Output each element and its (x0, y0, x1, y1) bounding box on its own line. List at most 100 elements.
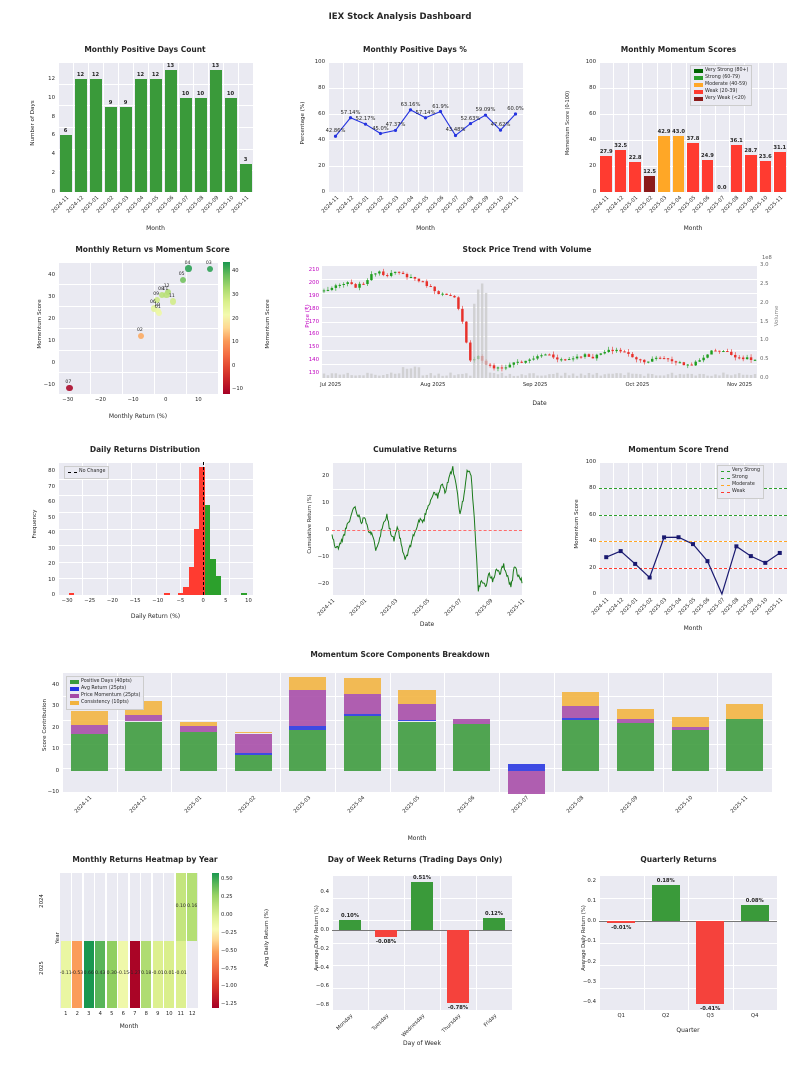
point-value-label: 52.63% (460, 115, 481, 122)
gridline-vertical (627, 462, 629, 594)
stacked-segment (343, 678, 381, 695)
legend-color-swatch (694, 83, 703, 88)
xlabel-positive-days-count: Month (146, 225, 165, 232)
x-axis-tick: Oct 2025 (625, 382, 650, 388)
y-axis-tick: 20 (52, 724, 59, 731)
histogram-bar (199, 466, 205, 595)
scatter-point-label: 11 (168, 293, 175, 299)
cumulative-return-line (331, 466, 523, 592)
heatmap-cell-empty (187, 940, 198, 1008)
y-axis-tick-price: 170 (308, 318, 319, 325)
y-axis-tick: 20 (48, 561, 55, 568)
y-axis-tick: 0.1 (587, 898, 596, 905)
bar (672, 136, 685, 192)
gridline-vertical (627, 62, 629, 192)
bar (651, 885, 680, 922)
point-value-label: 52.17% (355, 116, 376, 123)
legend-item-label: Positive Days (40pts) (81, 679, 132, 684)
gridline-vertical (131, 462, 133, 595)
gridline-vertical (498, 672, 500, 792)
x-axis-tick: 5 (110, 1011, 114, 1017)
gridline-vertical (73, 62, 74, 192)
heatmap-cell-empty (95, 873, 106, 941)
stacked-segment (726, 703, 764, 720)
gridline-vertical (218, 262, 219, 394)
scatter-point-label: 04 (184, 260, 191, 266)
plot-area-components (62, 672, 773, 794)
bar (643, 175, 656, 192)
stacked-segment (562, 706, 600, 718)
legend-item: Very Weak (<20) (694, 96, 748, 103)
stacked-segment (726, 719, 764, 771)
colorbar-tick: −0.75 (221, 965, 237, 972)
stacked-segment (507, 763, 545, 771)
momentum-trend-line (604, 535, 782, 596)
y-axis-tick: −0.8 (315, 1002, 329, 1009)
histogram-bar (164, 593, 170, 595)
threshold-line (599, 514, 787, 516)
x-axis-tick: −30 (62, 397, 74, 403)
legend-item: No Change (68, 469, 105, 476)
x-axis-tick: Sep 2025 (522, 382, 548, 388)
colorbar-label-return-vs-momentum: Momentum Score (265, 299, 271, 349)
colorbar-tick: −1.00 (221, 983, 237, 990)
gridline-vertical (613, 62, 615, 192)
bar-value-label: 12 (136, 71, 145, 78)
bar (687, 142, 699, 192)
plot-area-returns-distribution (58, 462, 254, 596)
bar-value-label: 13 (211, 62, 220, 69)
gridline-horizontal (322, 279, 757, 281)
bar (164, 69, 177, 192)
plot-area-positive-days-pct (328, 62, 524, 193)
gridline-vertical (787, 62, 788, 192)
volume-exponent-label: 1e8 (762, 255, 772, 261)
histogram-bar (241, 593, 247, 595)
ylabel-momentum-trend: Momentum Score (574, 499, 580, 549)
bar (658, 136, 670, 192)
y-axis-tick: 0.0 (320, 926, 329, 933)
y-axis-tick: 100 (314, 59, 325, 65)
gridline-vertical (662, 672, 664, 792)
heatmap-cell-label: -0.53 (71, 971, 84, 977)
gridline-vertical (133, 62, 134, 192)
legend-item: Consistency (10pts) (70, 700, 140, 707)
y-axis-tick: 2024 (39, 893, 45, 908)
scatter-point (154, 296, 161, 304)
scatter-point (185, 265, 192, 272)
x-axis-tick: 2 (75, 1011, 79, 1017)
heatmap-cell-label: 0.16 (187, 903, 198, 909)
heatmap-gridline (82, 873, 84, 1008)
xlabel-momentum-trend: Month (683, 625, 703, 632)
x-axis-tick: 7 (133, 1011, 137, 1017)
heatmap-cell-label: -1.27 (128, 971, 141, 977)
y-axis-tick: 10 (322, 499, 329, 506)
heatmap-cell-empty (164, 873, 175, 941)
point-value-label: 59.09% (475, 107, 496, 114)
x-axis-tick: 6 (121, 1011, 125, 1017)
stacked-segment (453, 718, 491, 725)
gridline-vertical (82, 462, 84, 595)
xlabel-returns-distribution: Daily Return (%) (130, 613, 181, 620)
bar-value-label: 12.5 (643, 168, 657, 175)
x-axis-tick: 2024-12 (128, 795, 149, 815)
y-axis-tick-price: 200 (308, 279, 319, 286)
legend-item-label: Price Momentum (25pts) (81, 692, 141, 698)
legend-item: Avg Return (25pts) (70, 686, 140, 693)
x-axis-tick: −5 (176, 598, 185, 604)
legend-item: Positive Days (40pts) (70, 679, 140, 686)
legend-color-swatch (694, 76, 703, 81)
y-axis-tick: 0 (51, 592, 55, 598)
gridline-vertical (758, 462, 760, 594)
gridline-vertical (714, 62, 716, 192)
chart-title-components: Momentum Score Components Breakdown (310, 650, 490, 659)
x-axis-tick: 2025-06 (456, 795, 476, 815)
colorbar-tick: 0.50 (221, 875, 233, 882)
bar-value-label: 9 (108, 100, 113, 107)
gridline-vertical (193, 62, 194, 192)
gridline-vertical (179, 462, 181, 595)
y-axis-tick: 0.2 (587, 878, 596, 885)
x-axis-tick: 2025-09 (620, 795, 640, 815)
gridline-vertical (743, 62, 745, 192)
gridline-vertical (58, 262, 59, 394)
zero-axis-line (599, 921, 777, 923)
